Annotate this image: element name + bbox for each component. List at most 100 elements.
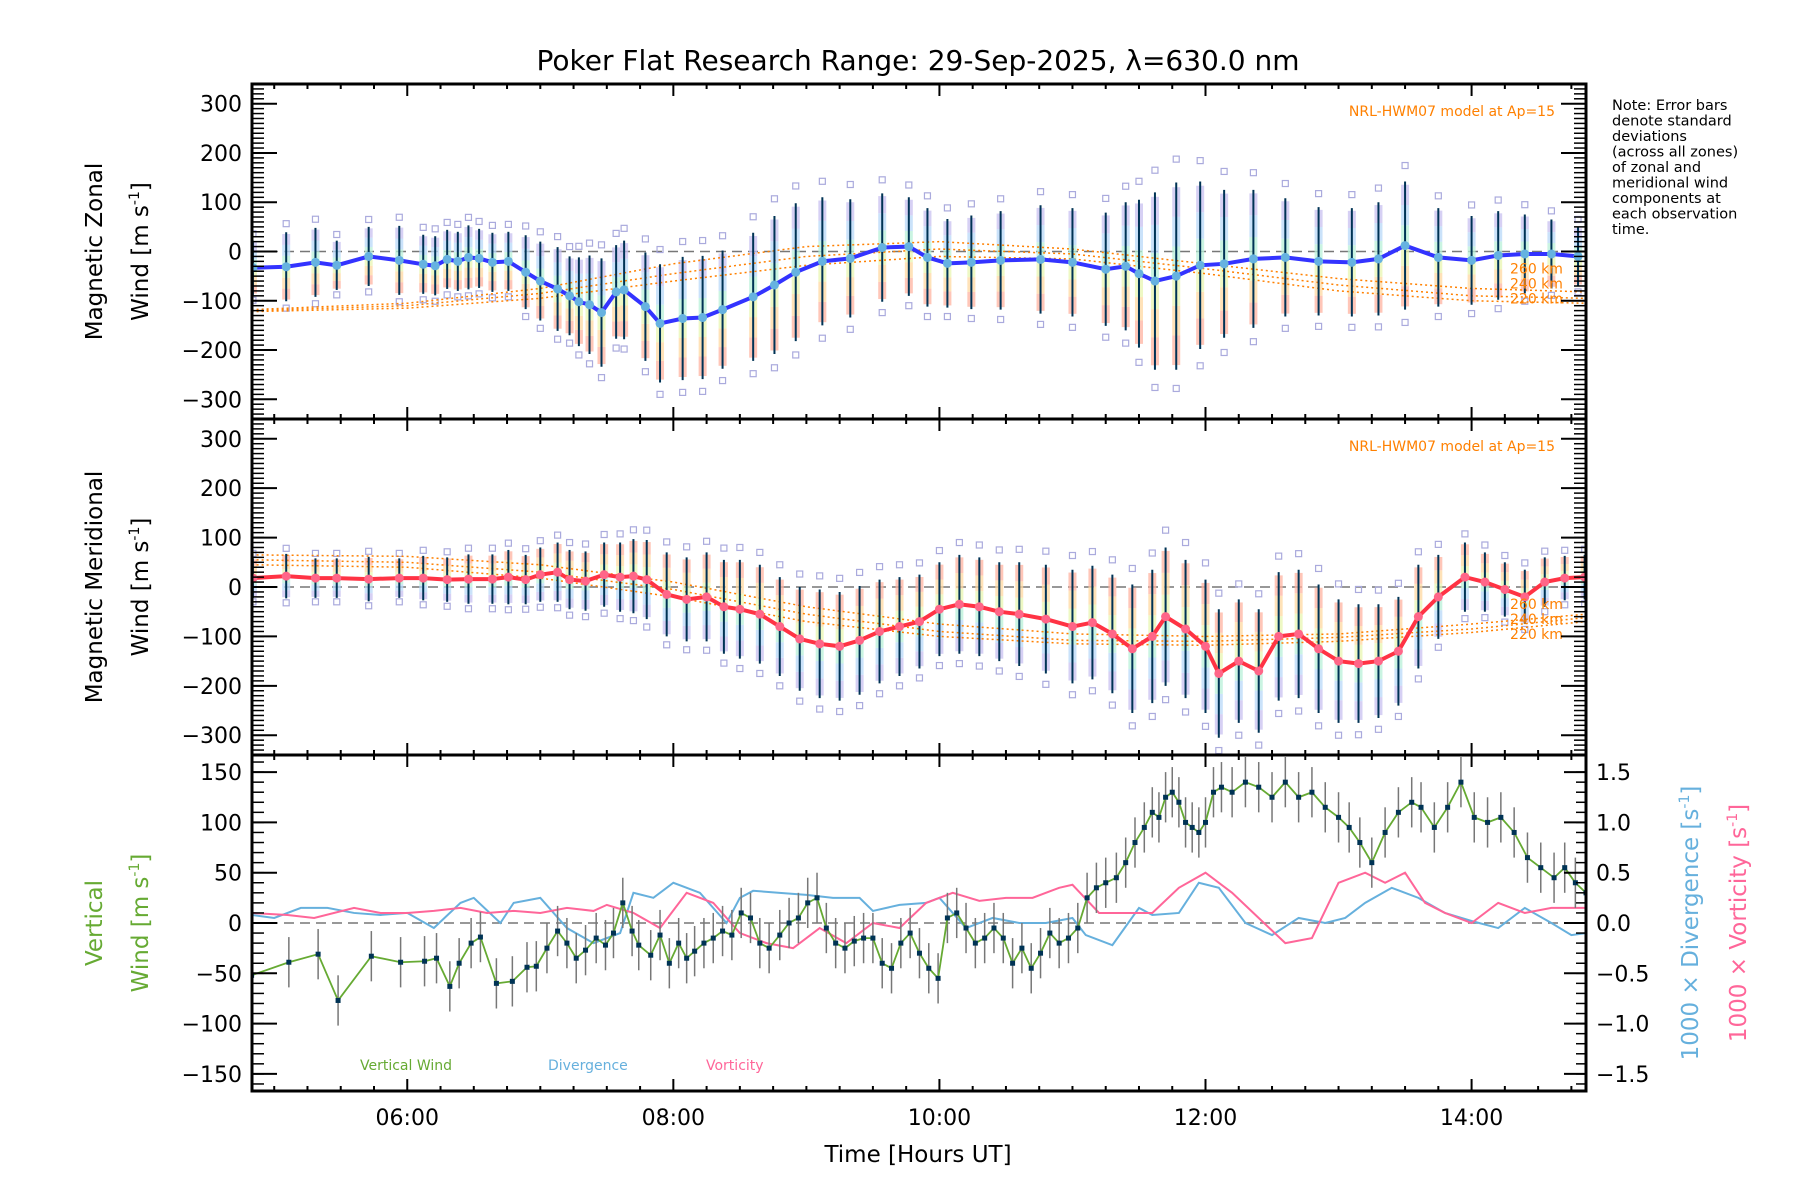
- data-point: [748, 292, 758, 302]
- outlier-marker: [703, 646, 711, 654]
- data-point: [795, 634, 805, 644]
- vertical-data-point: [795, 915, 801, 921]
- plot-area-vertical: [252, 757, 1586, 1026]
- data-point: [418, 259, 428, 269]
- outlier-marker: [1334, 580, 1343, 588]
- outlier-marker: [1414, 548, 1422, 556]
- outlier-marker: [1541, 547, 1549, 555]
- data-point: [1520, 592, 1530, 602]
- altitude-label: 220 km: [1510, 292, 1563, 308]
- vertical-data-point: [1132, 840, 1138, 846]
- outlier-marker: [443, 291, 451, 299]
- outlier-marker: [311, 549, 320, 558]
- data-point: [1041, 614, 1051, 624]
- outlier-marker: [597, 241, 606, 249]
- vertical-data-point: [398, 959, 404, 965]
- vertical-data-point: [573, 955, 579, 961]
- vertical-data-point: [1322, 804, 1328, 810]
- vertical-data-point: [777, 932, 783, 938]
- outlier-marker: [1275, 709, 1283, 718]
- outlier-marker: [1394, 579, 1403, 587]
- outlier-marker: [365, 602, 373, 610]
- data-point: [1314, 644, 1324, 654]
- y-tick-label: 200: [200, 477, 242, 502]
- outlier-marker: [967, 314, 975, 323]
- outlier-marker: [875, 563, 884, 571]
- vertical-data-point: [729, 932, 735, 938]
- data-point: [442, 254, 452, 264]
- model-line-260km: [252, 554, 1586, 638]
- outlier-marker: [1295, 550, 1303, 558]
- data-point: [1248, 254, 1258, 264]
- data-point: [835, 641, 845, 651]
- legend-vertical-wind: Vertical Wind: [360, 1058, 452, 1074]
- data-point: [974, 602, 984, 612]
- outlier-marker: [282, 220, 290, 228]
- legend-divergence: Divergence: [548, 1058, 628, 1074]
- outlier-marker: [1561, 601, 1569, 609]
- vertical-data-point: [1269, 794, 1275, 800]
- data-point: [332, 573, 342, 583]
- outlier-marker: [464, 292, 473, 300]
- divergence-line: [252, 881, 1586, 947]
- outlier-marker: [585, 239, 594, 247]
- vertical-data-point: [1103, 880, 1109, 886]
- note-line: denote standard: [1612, 114, 1732, 130]
- data-point: [662, 589, 672, 599]
- outlier-marker: [878, 176, 886, 184]
- outlier-marker: [915, 559, 924, 567]
- y-tick-label: −300: [182, 724, 242, 749]
- outlier-marker: [1295, 707, 1303, 715]
- outlier-marker: [1521, 559, 1529, 567]
- outlier-marker: [967, 200, 975, 208]
- data-point: [922, 252, 932, 262]
- y-tick-label: 0: [228, 912, 242, 937]
- outlier-marker: [488, 605, 497, 613]
- data-point: [934, 604, 944, 614]
- data-point: [682, 594, 692, 604]
- outlier-marker: [1215, 746, 1223, 755]
- outlier-marker: [1148, 712, 1156, 721]
- outlier-marker: [997, 195, 1005, 203]
- data-point: [1546, 249, 1556, 259]
- vertical-data-point: [870, 935, 876, 941]
- note-line: meridional wind: [1612, 176, 1728, 192]
- vertical-data-point: [1445, 804, 1451, 810]
- data-point: [1161, 612, 1171, 622]
- data-point: [1373, 254, 1383, 264]
- vertical-data-point: [1113, 875, 1119, 881]
- data-point: [1171, 271, 1181, 281]
- outlier-marker: [776, 561, 784, 569]
- vertical-data-point: [1210, 789, 1216, 795]
- outlier-marker: [311, 215, 320, 223]
- vertical-data-point: [1346, 824, 1352, 830]
- vertical-data-point: [583, 947, 589, 953]
- outlier-marker: [1281, 324, 1289, 332]
- outlier-marker: [1401, 161, 1409, 170]
- y-tick-label: −100: [182, 1013, 242, 1038]
- outlier-marker: [612, 344, 620, 352]
- outlier-marker: [718, 376, 727, 385]
- vertical-data-point: [1229, 789, 1235, 795]
- outlier-marker: [1088, 687, 1097, 695]
- vertical-data-point: [757, 940, 763, 946]
- vertical-data-point: [1431, 824, 1437, 830]
- outlier-marker: [612, 229, 620, 237]
- vertical-data-point: [315, 951, 321, 957]
- outlier-marker: [1374, 725, 1383, 733]
- data-point: [463, 574, 473, 584]
- outlier-marker: [679, 237, 687, 246]
- model-label: NRL-HWM07 model at Ap=15: [1349, 104, 1555, 120]
- outlier-marker: [1467, 309, 1476, 318]
- vertical-data-point: [1418, 804, 1424, 810]
- data-point: [487, 257, 497, 267]
- data-point: [1433, 592, 1443, 602]
- outlier-marker: [943, 312, 952, 321]
- outlier-marker: [504, 606, 512, 614]
- vertical-data-point: [889, 965, 895, 971]
- outlier-marker: [1220, 348, 1228, 357]
- vertical-data-point: [1065, 935, 1071, 941]
- outlier-marker: [1128, 722, 1136, 730]
- outlier-marker: [895, 561, 904, 569]
